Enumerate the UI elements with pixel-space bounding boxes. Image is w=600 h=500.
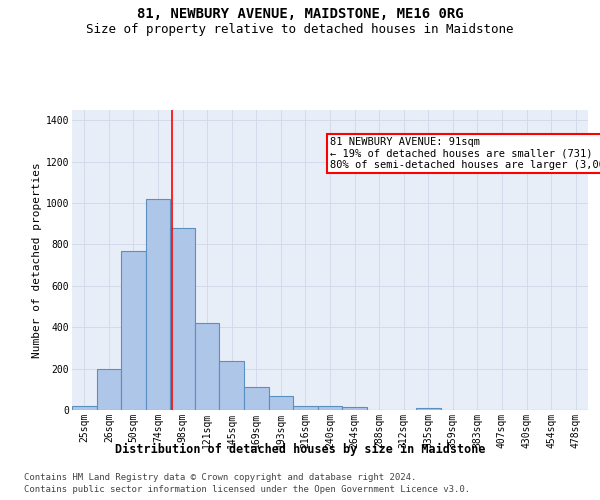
Bar [146,199,170,410]
Y-axis label: Number of detached properties: Number of detached properties [32,162,41,358]
Bar [244,387,269,410]
Text: Distribution of detached houses by size in Maidstone: Distribution of detached houses by size … [115,442,485,456]
Text: Contains HM Land Registry data © Crown copyright and database right 2024.: Contains HM Land Registry data © Crown c… [24,472,416,482]
Text: 81 NEWBURY AVENUE: 91sqm
← 19% of detached houses are smaller (731)
80% of semi-: 81 NEWBURY AVENUE: 91sqm ← 19% of detach… [330,137,600,170]
Bar [293,406,318,410]
Bar [72,406,97,410]
Text: 81, NEWBURY AVENUE, MAIDSTONE, ME16 0RG: 81, NEWBURY AVENUE, MAIDSTONE, ME16 0RG [137,8,463,22]
Text: Contains public sector information licensed under the Open Government Licence v3: Contains public sector information licen… [24,485,470,494]
Bar [97,368,121,410]
Bar [170,228,195,410]
Bar [269,396,293,410]
Bar [220,362,244,410]
Bar [318,406,342,410]
Bar [342,407,367,410]
Text: Size of property relative to detached houses in Maidstone: Size of property relative to detached ho… [86,22,514,36]
Bar [416,408,440,410]
Bar [121,250,146,410]
Bar [195,323,220,410]
